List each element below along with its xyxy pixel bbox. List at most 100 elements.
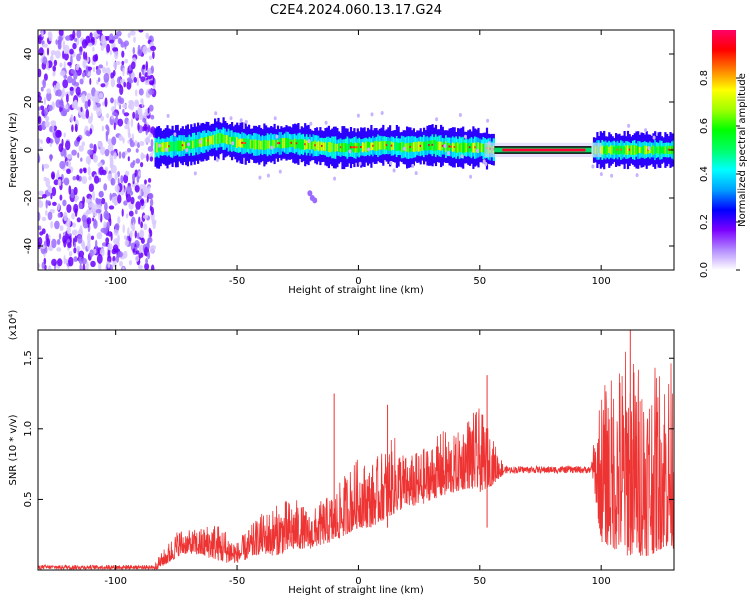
spectrogram-cell (135, 158, 141, 164)
spectrogram-cell (63, 177, 70, 186)
spectrogram-cell (123, 200, 128, 206)
spectrogram-cell (85, 130, 90, 137)
spectrogram-cell (168, 145, 171, 148)
spectrogram-cell (380, 140, 383, 150)
spectrogram-cell (156, 142, 159, 153)
spectrogram-cell (138, 252, 144, 258)
spectrogram-cell (92, 152, 97, 162)
spectrogram-cell (119, 104, 122, 110)
spectrogram-cell (63, 211, 68, 222)
spectrogram-cell (164, 147, 168, 152)
spectrogram-cell (132, 111, 136, 119)
spectrogram-cell (414, 141, 417, 152)
spectrogram-cell (166, 113, 170, 118)
spectrogram-cell (55, 129, 61, 138)
colorbar-tick-label: 0.4 (699, 166, 710, 182)
snr-y-scale-label: (x10⁴) (8, 310, 19, 341)
spectrogram-cell (130, 196, 135, 205)
spectrogram-cell (127, 32, 131, 38)
spectrogram-cell (187, 142, 190, 147)
spectrogram-cell (659, 145, 662, 155)
spectrogram-cell (66, 154, 73, 159)
spectrogram-cell (73, 256, 78, 262)
spectrogram-cell (138, 264, 143, 270)
spectrogram-cell (333, 176, 337, 181)
spectrogram-cell (458, 143, 461, 152)
spectrogram-cell (148, 80, 155, 86)
spectrogram-cell (48, 31, 53, 42)
spectrogram-cell (52, 124, 55, 133)
spectrogram-cell (92, 54, 98, 62)
spectrogram-cell (349, 146, 353, 149)
spectrogram-cell (56, 247, 62, 252)
spectrogram-cell (270, 138, 273, 150)
spectrogram-cell (128, 64, 132, 71)
spectrogram-cell (151, 264, 155, 270)
spectrogram-cell (423, 141, 426, 151)
spectrogram-cell (122, 137, 125, 144)
spectrogram-cell (107, 243, 113, 251)
spectrogram-cell (62, 199, 67, 207)
spectrogram-cell (128, 260, 132, 266)
spectrogram-cell (599, 172, 603, 177)
spectrogram-cell (144, 199, 148, 204)
spectrogram-x-tick-label: 0 (355, 276, 361, 287)
spectrogram-cell (138, 216, 141, 225)
spectrogram-cell (148, 88, 155, 95)
spectrogram-cell (475, 142, 478, 154)
spectrogram-cell (93, 248, 97, 254)
spectrogram-cell (54, 220, 60, 230)
spectrogram-cell (87, 166, 91, 176)
spectrogram-cell (135, 255, 140, 262)
spectrogram-cell (358, 142, 361, 153)
spectrogram-cell (125, 170, 130, 176)
spectrogram-cell (421, 141, 424, 151)
spectrogram-cell (114, 34, 119, 40)
spectrogram-cell (50, 221, 54, 229)
spectrogram-cell (100, 83, 106, 88)
spectrogram-cell (253, 139, 256, 150)
spectrogram-x-tick-label: -50 (229, 276, 245, 287)
spectrogram-cell (502, 148, 586, 152)
spectrogram-cell (225, 135, 229, 145)
spectrogram-cell (249, 139, 252, 149)
spectrogram-cell (642, 145, 645, 155)
spectrogram-cell (332, 142, 336, 153)
spectrogram-cell (66, 161, 69, 167)
spectrogram-cell (312, 141, 315, 150)
spectrogram-cell (59, 194, 63, 201)
spectrogram-cell (110, 264, 113, 270)
spectrogram-cell (406, 143, 409, 152)
spectrogram-cell (85, 198, 92, 204)
snr-x-label: Height of straight line (km) (288, 585, 424, 596)
spectrogram-cell (113, 200, 117, 206)
spectrogram-cell (123, 174, 129, 184)
spectrogram-cell (484, 162, 488, 166)
spectrogram-cell (45, 177, 50, 188)
spectrogram-cell (150, 114, 155, 120)
spectrogram-cell (104, 202, 108, 212)
spectrogram-cell (657, 146, 660, 154)
spectrogram-cell (97, 162, 103, 168)
spectrogram-cell (203, 137, 206, 147)
spectrogram-cell (326, 142, 329, 151)
spectrogram-cell (122, 67, 125, 77)
spectrogram-cell (101, 197, 106, 205)
spectrogram-cell (137, 122, 140, 131)
spectrogram-cell (81, 39, 88, 49)
spectrogram-cell (110, 72, 115, 79)
spectrogram-cell (73, 81, 80, 87)
spectrogram-cell (137, 232, 140, 240)
spectrogram-cell (75, 64, 79, 71)
spectrogram-cell (190, 140, 193, 149)
spectrogram-cell (412, 142, 415, 152)
spectrogram-cell (73, 241, 77, 248)
snr-plot-area (38, 330, 674, 570)
spectrogram-cell (329, 142, 332, 153)
spectrogram-cell (107, 138, 113, 145)
spectrogram-y-tick-label: -40 (23, 238, 34, 254)
spectrogram-cell (79, 46, 83, 53)
spectrogram-cell (137, 195, 142, 200)
spectrogram-cell (256, 140, 259, 149)
spectrogram-cell (138, 72, 142, 79)
